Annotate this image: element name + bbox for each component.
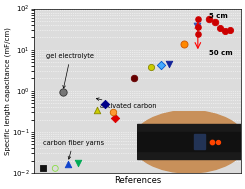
Point <box>208 18 211 21</box>
Point <box>183 42 186 45</box>
Point <box>228 29 232 32</box>
Point <box>61 90 65 93</box>
Point <box>53 167 57 170</box>
X-axis label: References: References <box>114 176 161 185</box>
Text: activated carbon: activated carbon <box>96 98 157 109</box>
Point <box>195 24 199 27</box>
Point <box>167 62 171 65</box>
Point <box>113 116 117 119</box>
Y-axis label: Specific length capacitance (mF/cm): Specific length capacitance (mF/cm) <box>4 27 11 155</box>
Point <box>132 77 136 80</box>
Point <box>213 21 217 24</box>
Point <box>41 167 45 170</box>
Point <box>218 26 221 29</box>
Point <box>149 65 153 68</box>
Point <box>111 111 115 114</box>
Point <box>103 103 107 106</box>
Point <box>95 108 98 111</box>
Text: gel electrolyte: gel electrolyte <box>47 53 95 88</box>
Text: carbon fiber yarns: carbon fiber yarns <box>43 140 104 159</box>
Point <box>222 30 226 33</box>
Point <box>66 162 70 165</box>
Point <box>76 161 80 164</box>
Point <box>159 64 162 67</box>
